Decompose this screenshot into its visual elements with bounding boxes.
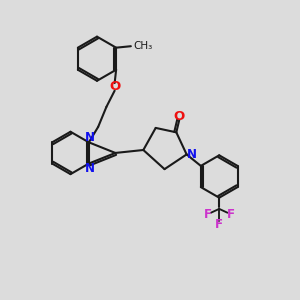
Text: N: N xyxy=(187,148,196,161)
Text: N: N xyxy=(85,131,95,144)
Text: CH₃: CH₃ xyxy=(133,41,152,51)
Text: F: F xyxy=(226,208,234,221)
Text: O: O xyxy=(109,80,120,93)
Text: N: N xyxy=(85,162,95,175)
Text: F: F xyxy=(215,218,223,231)
Text: F: F xyxy=(204,208,212,221)
Text: O: O xyxy=(174,110,185,123)
